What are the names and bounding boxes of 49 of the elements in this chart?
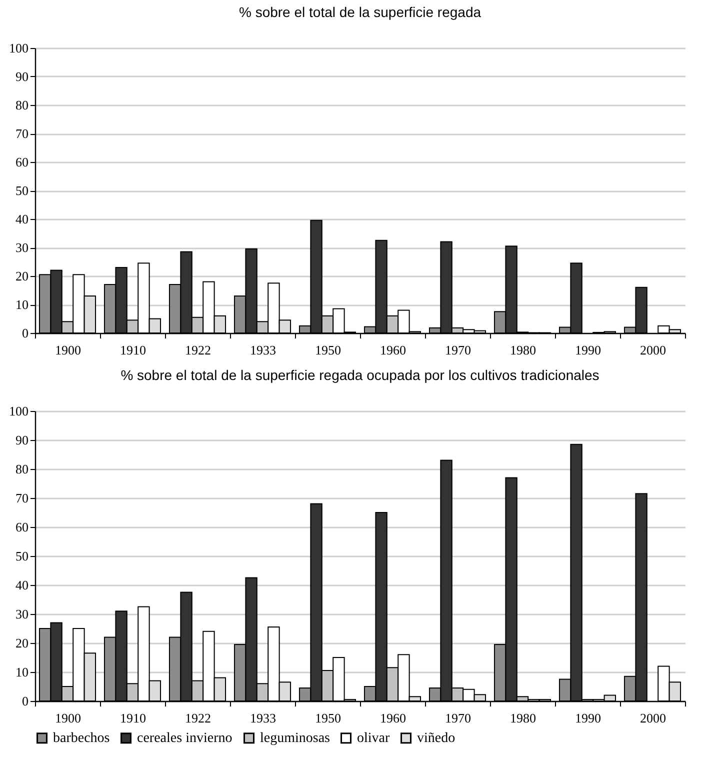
x-tick-label: 1933 — [250, 710, 276, 726]
y-tick-label: 100 — [9, 40, 28, 56]
legend-label: leguminosas — [260, 731, 330, 746]
y-tick-label: 60 — [16, 154, 28, 170]
x-tick-label: 1900 — [55, 342, 81, 358]
y-tick-label: 80 — [16, 98, 28, 112]
x-tick-label: 1980 — [510, 710, 536, 726]
x-tick-label: 1960 — [380, 710, 406, 726]
x-tick-label: 1990 — [575, 710, 601, 726]
x-tick-label: 2000 — [640, 710, 666, 726]
y-tick-label: 40 — [16, 578, 28, 592]
x-tick-label: 1900 — [55, 710, 81, 726]
x-tick-label: 1910 — [120, 710, 146, 726]
legend-label: olivar — [357, 731, 390, 746]
y-tick-label: 20 — [16, 268, 28, 284]
legend-label: viñedo — [417, 731, 456, 746]
x-tick-label: 1950 — [315, 342, 341, 358]
x-tick-label: 1910 — [120, 342, 146, 358]
y-tick-label: 100 — [9, 404, 28, 418]
y-tick-label: 0 — [22, 694, 28, 708]
legend-label: barbechos — [53, 731, 110, 746]
x-tick-label: 1980 — [510, 342, 536, 358]
x-tick-label: 2000 — [640, 342, 666, 358]
y-tick-label: 50 — [16, 548, 28, 564]
y-tick-label: 10 — [16, 297, 28, 312]
y-tick-label: 60 — [16, 520, 28, 534]
x-tick-label: 1970 — [445, 342, 471, 358]
y-tick-label: 90 — [16, 69, 28, 84]
legend-label: cereales invierno — [137, 731, 232, 746]
y-tick-label: 20 — [16, 636, 28, 650]
y-tick-label: 50 — [16, 183, 28, 198]
y-tick-label: 70 — [16, 490, 28, 506]
x-tick-label: 1933 — [250, 342, 276, 358]
chart-title: % sobre el total de la superficie regada ocupada por los cultivos tradicionales — [120, 367, 600, 383]
y-tick-label: 90 — [16, 432, 28, 448]
x-tick-label: 1970 — [445, 710, 471, 726]
x-tick-label: 1990 — [575, 342, 601, 358]
x-tick-label: 1950 — [315, 710, 341, 726]
x-tick-label: 1960 — [380, 342, 406, 358]
y-tick-label: 70 — [16, 126, 28, 141]
x-tick-label: 1922 — [185, 342, 211, 358]
y-tick-label: 0 — [22, 326, 28, 340]
y-tick-label: 10 — [16, 664, 28, 680]
y-tick-label: 40 — [16, 212, 28, 226]
y-tick-label: 30 — [16, 606, 28, 622]
y-tick-label: 30 — [16, 240, 28, 255]
y-tick-label: 80 — [16, 462, 28, 476]
chart-title: % sobre el total de la superficie regada — [238, 4, 482, 20]
x-tick-label: 1922 — [185, 710, 211, 726]
